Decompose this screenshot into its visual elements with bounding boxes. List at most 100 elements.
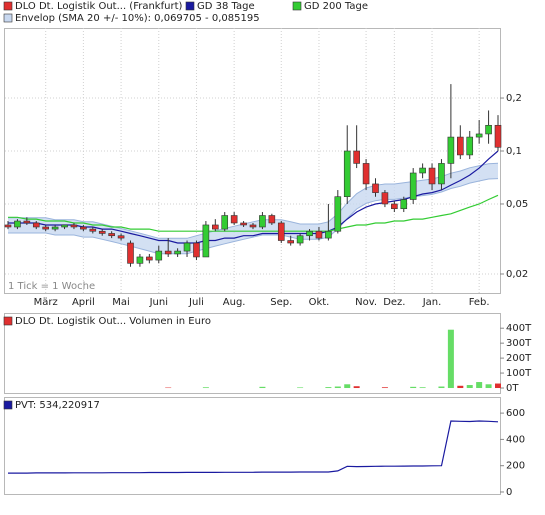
candle-body [155, 250, 163, 261]
y-tick-label: 400 [506, 434, 525, 445]
pvt-line [8, 420, 499, 474]
volume-bar [485, 384, 492, 389]
x-tick-label: Nov. [355, 297, 377, 308]
volume-bar [447, 329, 454, 389]
tick-note: 1 Tick = 1 Woche [8, 281, 95, 292]
candle-body [475, 133, 483, 138]
y-tick-label: 0,1 [506, 146, 522, 157]
volume-bar [438, 386, 445, 389]
candle-body [183, 242, 191, 252]
y-tick-label: 0 [506, 487, 512, 498]
y-tick-label: 600 [506, 408, 525, 419]
volume-bar [344, 384, 351, 389]
candle-body [174, 250, 181, 255]
x-tick-label: Feb. [469, 297, 490, 308]
candle-body [457, 136, 464, 156]
candle-body [146, 256, 153, 261]
candle-body [98, 230, 106, 234]
x-tick-label: Sep. [270, 297, 292, 308]
candle-body [108, 233, 115, 237]
candle-body [438, 163, 445, 185]
candle-body [306, 230, 313, 237]
pvt-panel [4, 397, 501, 495]
candle-body [362, 163, 370, 185]
x-tick-label: Dez. [383, 297, 405, 308]
x-tick-label: Aug. [223, 297, 246, 308]
candle-body [127, 242, 134, 264]
y-tick-label: 0T [506, 383, 519, 394]
legend-swatch [3, 1, 13, 11]
legend-label: GD 38 Tage [197, 1, 255, 12]
volume-bar [353, 386, 360, 389]
candle-body [249, 224, 257, 228]
y-tick-label: 400T [506, 323, 532, 334]
candle-body [334, 196, 342, 232]
volume-bar [410, 386, 417, 389]
legend-label: GD 200 Tage [304, 1, 368, 12]
legend-label: DLO Dt. Logistik Out... (Frankfurt) [15, 1, 182, 12]
volume-bar [202, 387, 209, 389]
volume-bar [457, 385, 464, 389]
volume-bar [259, 386, 266, 389]
legend-label: PVT: 534,220917 [15, 400, 100, 411]
candle-body [372, 183, 379, 193]
x-tick-label: Mai [112, 297, 130, 308]
candle-body [381, 192, 389, 205]
y-tick-label: 0,2 [506, 93, 522, 104]
candle-body [277, 222, 285, 241]
candle-body [287, 240, 294, 244]
candle-body [268, 215, 276, 224]
y-tick-label: 100T [506, 368, 532, 379]
price-panel [4, 28, 501, 294]
candle-body [343, 150, 351, 197]
volume-bar [466, 385, 473, 389]
candle-body [136, 256, 144, 264]
legend-swatch [185, 1, 195, 11]
candle-body [212, 224, 219, 230]
volume-panel [4, 313, 501, 394]
candle-body [193, 242, 200, 258]
y-tick-label: 0,02 [506, 269, 528, 280]
candle-body [4, 224, 12, 228]
x-tick-label: Juli [188, 297, 204, 308]
volume-bar [325, 387, 332, 389]
candle-body [117, 235, 125, 239]
volume-bar [495, 383, 501, 389]
candle-body [80, 226, 87, 230]
candle-body [353, 150, 360, 164]
moving-average-line [8, 194, 499, 232]
candle-body [89, 228, 97, 232]
candle-body [485, 124, 492, 135]
legend-swatch [3, 400, 13, 410]
candle-body [221, 215, 229, 230]
candle-body [51, 226, 59, 230]
candle-body [61, 224, 68, 228]
x-tick-label: Okt. [309, 297, 330, 308]
legend-label: DLO Dt. Logistik Out... Volumen in Euro [15, 316, 211, 327]
candle-body [315, 230, 323, 239]
candle-body [325, 230, 332, 239]
y-tick-label: 200 [506, 461, 525, 472]
candle-body [409, 172, 417, 200]
legend-swatch [292, 1, 302, 11]
candle-body [466, 136, 474, 156]
legend-swatch [3, 13, 13, 23]
candle-body [23, 220, 31, 224]
legend-label: Envelop (SMA 20 +/- 10%): 0,069705 - 0,0… [15, 13, 260, 24]
y-tick-label: 0,05 [506, 199, 528, 210]
candle-body [164, 250, 172, 255]
candle-body [14, 220, 21, 228]
candle-body [296, 235, 304, 244]
candle-body [42, 226, 49, 230]
volume-bar [297, 387, 304, 389]
volume-bar [476, 382, 483, 389]
candle-body [428, 167, 436, 185]
volume-bar [334, 386, 341, 389]
candle-body [419, 167, 426, 174]
x-tick-label: Juni [149, 297, 168, 308]
legend-swatch [3, 316, 13, 326]
candle-body [400, 199, 408, 210]
candle-body [70, 224, 78, 228]
